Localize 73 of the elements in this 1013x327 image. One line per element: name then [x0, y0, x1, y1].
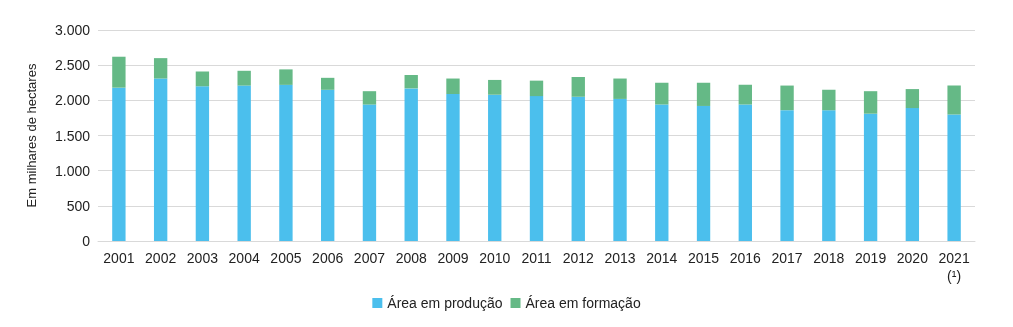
- x-tick-label: 2010: [479, 250, 511, 266]
- bar: [822, 110, 836, 241]
- legend-label: Área em produção: [387, 295, 503, 311]
- bar: [237, 70, 251, 86]
- x-tick-label: 2015: [687, 250, 720, 266]
- y-tick-label: 0: [82, 233, 91, 249]
- y-tick-label: 2.000: [54, 92, 91, 109]
- bar: [822, 89, 836, 111]
- y-axis-title: Em milhares de hectares: [24, 63, 39, 208]
- bar: [362, 104, 377, 241]
- bar: [488, 79, 502, 95]
- x-tick-label: 2014: [646, 250, 678, 266]
- bar: [279, 69, 293, 85]
- bar: [780, 85, 794, 111]
- y-tick-label: 2.500: [54, 57, 91, 74]
- x-tick-label: 2007: [353, 250, 386, 266]
- y-tick-label: 1.500: [54, 127, 91, 144]
- bar: [488, 94, 502, 241]
- bar: [655, 104, 669, 241]
- bar: [738, 84, 752, 105]
- bar: [112, 87, 126, 241]
- bar: [279, 84, 293, 241]
- x-tick-label: 2002: [145, 250, 177, 266]
- bar: [655, 82, 669, 105]
- bar: [321, 77, 335, 90]
- bar: [613, 78, 627, 99]
- bar: [863, 113, 878, 241]
- bar: [905, 89, 920, 109]
- bar: [780, 110, 794, 241]
- bar: [446, 94, 460, 241]
- x-tick-label: 2020: [896, 250, 929, 266]
- bar: [237, 85, 251, 241]
- bar: [905, 108, 920, 241]
- bar: [446, 78, 460, 94]
- bar: [529, 96, 544, 241]
- legend-label: Área em formação: [525, 295, 641, 311]
- y-tick-label: 1.000: [54, 162, 91, 179]
- bar: [947, 85, 961, 115]
- bar: [947, 114, 961, 241]
- bar: [696, 82, 711, 106]
- bar: [529, 80, 544, 97]
- bar: [571, 77, 585, 97]
- bar: [404, 75, 418, 89]
- bar: [863, 91, 878, 114]
- bar: [738, 104, 752, 241]
- x-tick-label: 2016: [729, 250, 762, 266]
- y-tick-label: 3.000: [54, 22, 91, 38]
- x-tick-label: 2001: [103, 250, 135, 266]
- x-tick-label: 2013: [604, 250, 636, 266]
- bar: [571, 96, 585, 241]
- bar: [404, 88, 418, 241]
- y-tick-label: 500: [66, 197, 91, 214]
- bar: [153, 78, 168, 241]
- x-tick-label: 2009: [437, 250, 469, 266]
- x-tick-label: 2011: [521, 250, 552, 266]
- x-tick-label: 2008: [395, 250, 427, 266]
- x-tick-label: 2006: [312, 250, 344, 266]
- x-tick-label: 2019: [855, 250, 887, 266]
- x-tick-label: 2021 (¹): [938, 250, 970, 284]
- bar: [362, 91, 377, 105]
- x-tick-label: 2004: [228, 250, 260, 266]
- x-tick-label: 2005: [270, 250, 302, 266]
- x-tick-label: 2012: [562, 250, 595, 266]
- bar: [153, 58, 168, 79]
- x-tick-label: 2018: [813, 250, 845, 266]
- bar: [613, 98, 627, 241]
- bar: [112, 56, 126, 88]
- x-tick-label: 2017: [771, 250, 803, 266]
- bar: [195, 86, 210, 241]
- x-tick-label: 2003: [186, 250, 219, 266]
- bar: [195, 71, 210, 87]
- bar: [321, 89, 335, 241]
- bar: [696, 105, 711, 241]
